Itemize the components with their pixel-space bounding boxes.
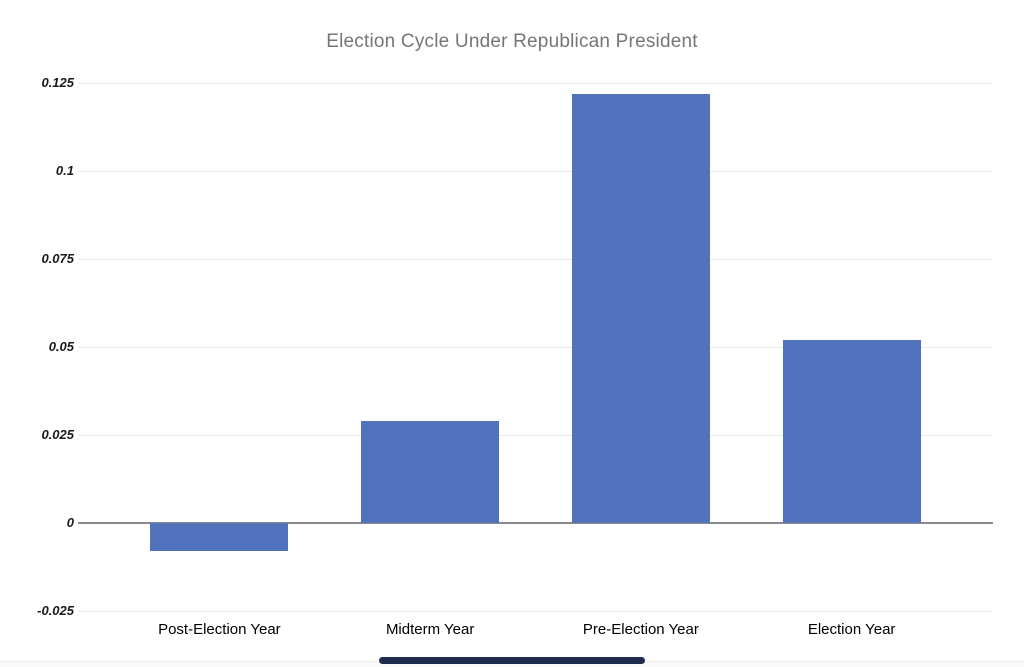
y-tick-label: -0.025 xyxy=(37,603,74,618)
y-tick-label: 0.125 xyxy=(41,75,74,90)
bar xyxy=(782,339,921,523)
x-category-label: Post-Election Year xyxy=(158,621,281,638)
y-tick-label: 0.025 xyxy=(41,427,74,442)
bar xyxy=(150,523,289,552)
x-category-label: Midterm Year xyxy=(385,621,475,638)
bar xyxy=(361,420,500,523)
gridline xyxy=(78,171,993,172)
gridline xyxy=(78,347,993,348)
x-axis-zero-line xyxy=(78,522,993,524)
y-tick-label: 0.075 xyxy=(41,251,74,266)
footer-strip xyxy=(0,662,1024,667)
gridline xyxy=(78,435,993,436)
y-tick-label: 0.05 xyxy=(48,339,74,354)
chart-title: Election Cycle Under Republican Presiden… xyxy=(326,31,698,52)
x-category-label: Pre-Election Year xyxy=(582,621,699,638)
y-tick-label: 0 xyxy=(66,515,74,530)
gridline xyxy=(78,83,993,84)
y-tick-label: 0.1 xyxy=(55,163,74,178)
gridline xyxy=(78,259,993,260)
home-indicator-bar xyxy=(379,657,645,664)
x-category-label: Election Year xyxy=(807,621,896,638)
bar xyxy=(571,93,710,523)
gridline xyxy=(78,611,993,612)
